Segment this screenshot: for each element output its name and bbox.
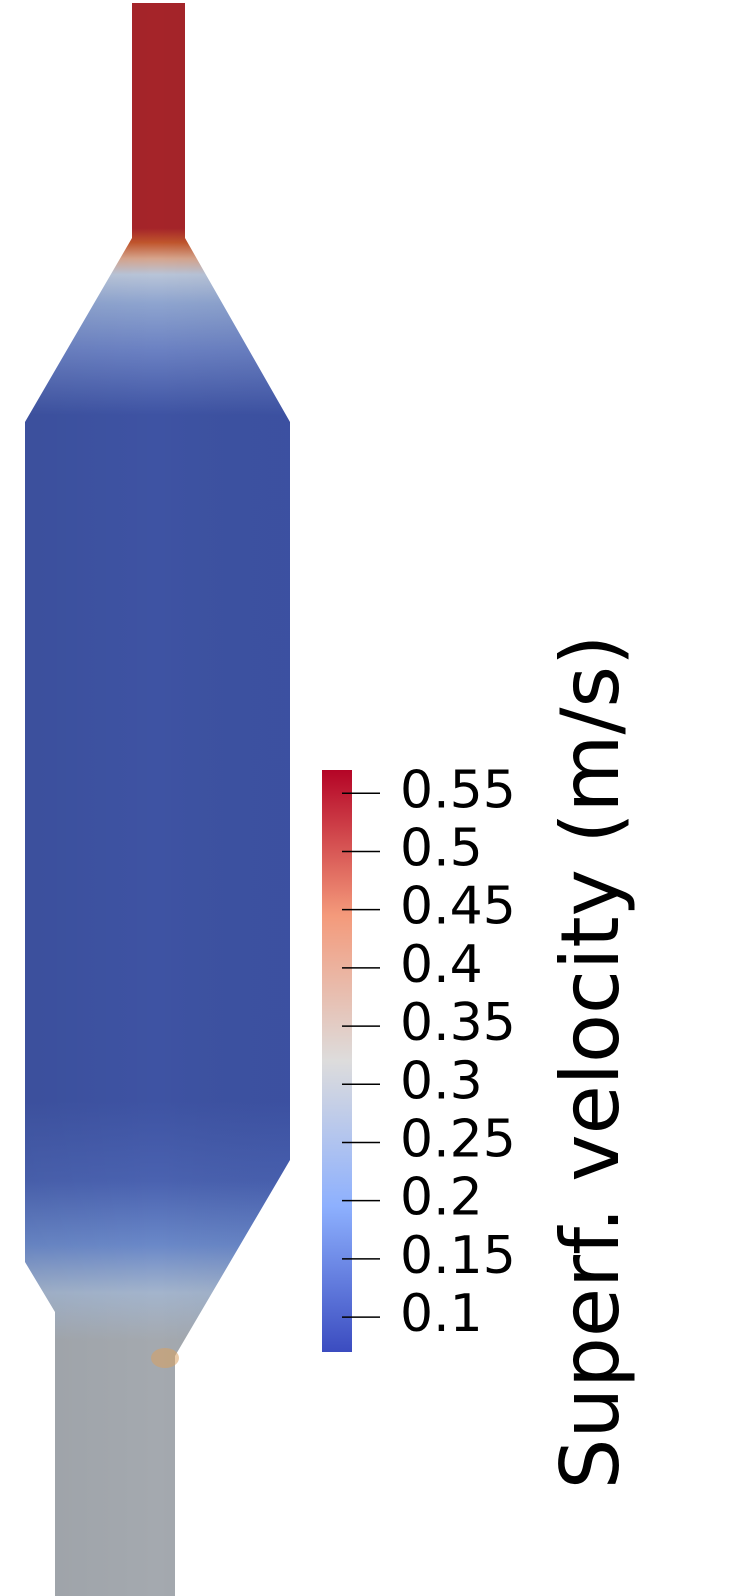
colorbar-tick-label: 0.35 (400, 993, 516, 1053)
colorbar-tick-label: 0.1 (400, 1284, 483, 1344)
colorbar-tick-label: 0.25 (400, 1109, 516, 1169)
colorbar-tick-label: 0.55 (400, 760, 516, 820)
colorbar-tick-label: 0.45 (400, 877, 516, 937)
inlet-hotspot (151, 1348, 179, 1368)
colorbar-tick-label: 0.5 (400, 818, 483, 878)
colorbar-title: Superf. velocity (m/s) (544, 635, 637, 1490)
colorbar-ticks: 0.550.50.450.40.350.30.250.20.150.1 (342, 760, 516, 1344)
vessel-side-shading (25, 3, 290, 1596)
colorbar-scale (322, 770, 352, 1352)
colorbar-tick-label: 0.15 (400, 1226, 516, 1286)
colorbar-tick-label: 0.3 (400, 1051, 483, 1111)
colorbar-tick-label: 0.2 (400, 1168, 483, 1228)
reactor-vessel (25, 3, 290, 1596)
colorbar: 0.550.50.450.40.350.30.250.20.150.1 Supe… (322, 635, 637, 1490)
colorbar-tick-label: 0.4 (400, 935, 483, 995)
